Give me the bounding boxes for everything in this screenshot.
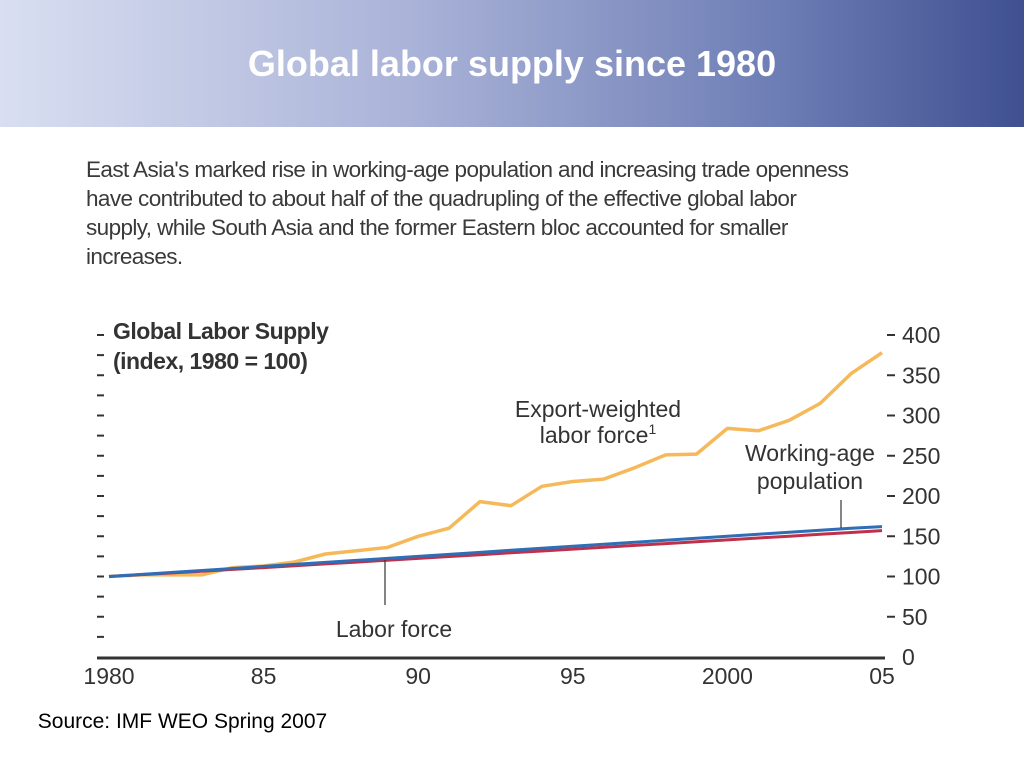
y-tick-label: 200 <box>902 483 940 509</box>
export-label-superscript: 1 <box>648 421 656 437</box>
export-label-line1: Export-weighted <box>515 396 681 422</box>
y-tick-label: 300 <box>902 403 940 429</box>
export-label-line2: labor force1 <box>540 421 657 448</box>
x-tick-label: 1980 <box>83 663 134 689</box>
x-tick-label: 2000 <box>702 663 753 689</box>
slide-title: Global labor supply since 1980 <box>247 43 777 84</box>
x-tick-label: 85 <box>251 663 277 689</box>
series-line-working <box>108 525 883 578</box>
title-banner <box>0 0 1024 127</box>
y-tick-label: 100 <box>902 564 940 590</box>
chart-title: Global Labor Supply (index, 1980 = 100) <box>113 316 329 376</box>
chart-title-line1: Global Labor Supply <box>113 318 329 344</box>
x-tick-label: 90 <box>405 663 431 689</box>
chart-axes: 0 50 100 150 200 250 300 350 400 1980 85 90 95 2000 05 <box>83 322 940 689</box>
y-tick-label: 250 <box>902 443 940 469</box>
working-label-line1: Working-age <box>745 440 875 466</box>
working-label-line2: population <box>757 468 863 494</box>
x-tick-label: 05 <box>869 663 895 689</box>
y-tick-label: 150 <box>902 523 940 549</box>
y-tick-label: 0 <box>902 644 915 670</box>
y-tick-label: 400 <box>902 322 940 348</box>
y-tick-label: 50 <box>902 604 928 630</box>
slide-description: East Asia's marked rise in working-age p… <box>86 157 849 269</box>
chart-title-line2: (index, 1980 = 100) <box>113 348 308 374</box>
export-label-text: labor force <box>540 422 649 448</box>
y-tick-label: 350 <box>902 362 940 388</box>
labor-force-label: Labor force <box>336 616 452 642</box>
chart-lines <box>108 351 883 579</box>
x-tick-label: 95 <box>560 663 586 689</box>
source-note: Source: IMF WEO Spring 2007 <box>37 710 328 733</box>
chart-annotations: Export-weighted labor force1 Working-age… <box>336 396 875 642</box>
